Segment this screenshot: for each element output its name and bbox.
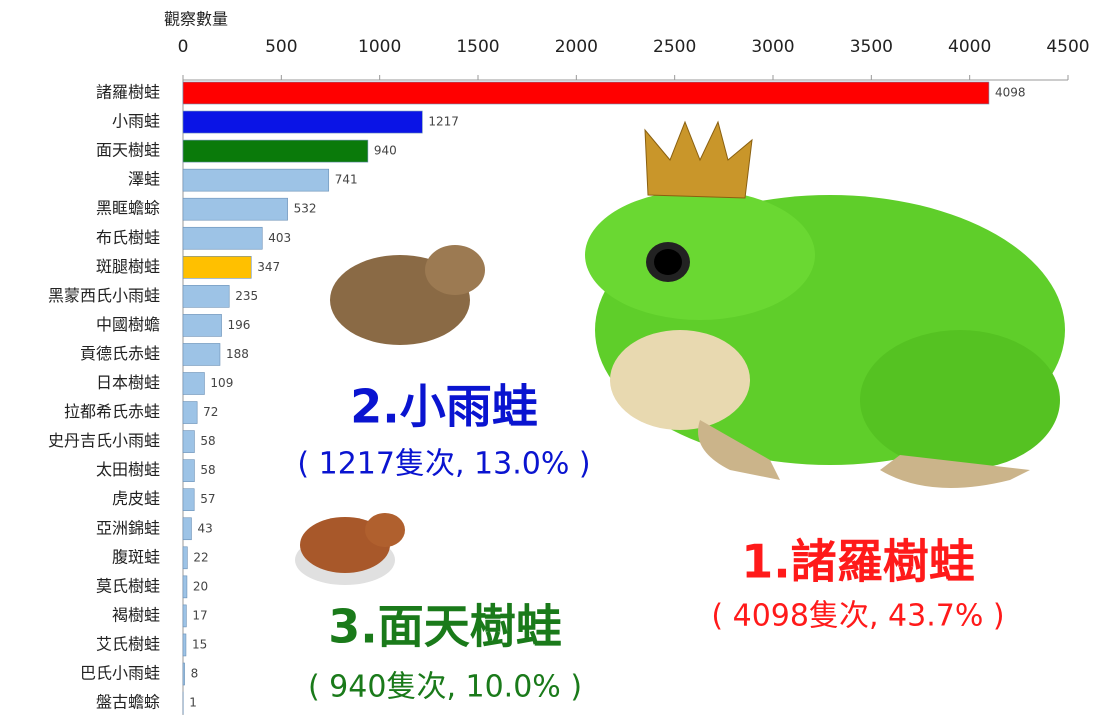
bar (182, 343, 221, 366)
value-label: 235 (235, 289, 258, 303)
bar (182, 604, 187, 628)
value-label: 15 (192, 637, 207, 651)
y-tick-label: 褐樹蛙 (112, 605, 160, 624)
bar (182, 81, 990, 105)
value-label: 4098 (995, 86, 1026, 100)
y-tick-label: 史丹吉氏小雨蛙 (48, 431, 160, 450)
bar (182, 662, 185, 686)
y-tick-label: 中國樹蟾 (96, 315, 160, 334)
small-frog-illustration (295, 245, 485, 585)
bar (182, 459, 195, 482)
value-label: 940 (374, 144, 397, 158)
x-tick-label: 3500 (850, 37, 893, 57)
y-tick-label: 黑眶蟾蜍 (96, 199, 160, 218)
value-label: 1217 (428, 115, 459, 129)
x-tick-label: 3000 (751, 37, 794, 57)
x-tick-label: 2000 (555, 37, 598, 57)
y-tick-label: 諸羅樹蛙 (96, 83, 160, 102)
y-tick-label: 黑蒙西氏小雨蛙 (48, 286, 160, 305)
y-tick-label: 日本樹蛙 (96, 373, 160, 392)
annotation: 2.小雨蛙 (350, 380, 537, 434)
x-tick-label: 1500 (456, 37, 499, 57)
y-tick-label: 小雨蛙 (112, 112, 160, 131)
bar (182, 314, 222, 337)
bar (182, 110, 423, 134)
value-label: 20 (193, 579, 208, 593)
y-tick-label: 拉都希氏赤蛙 (64, 402, 160, 421)
x-tick-label: 500 (265, 37, 297, 57)
bar (182, 546, 188, 570)
y-tick-label: 盤古蟾蜍 (96, 693, 160, 712)
bar (182, 255, 252, 279)
x-tick-label: 0 (178, 37, 189, 57)
annotation: ( 940隻次, 10.0% ) (308, 670, 582, 705)
bar (182, 430, 195, 453)
bar (182, 633, 187, 657)
value-label: 741 (335, 173, 358, 187)
y-tick-label: 斑腿樹蛙 (96, 257, 160, 276)
big-frog-illustration (585, 120, 1065, 488)
value-label: 109 (210, 376, 233, 390)
bar (182, 285, 230, 308)
value-label: 403 (268, 231, 291, 245)
value-label: 22 (193, 550, 208, 564)
y-tick-label: 貢德氏赤蛙 (80, 344, 160, 363)
value-label: 57 (200, 492, 215, 506)
bar (182, 575, 188, 599)
value-label: 532 (294, 202, 317, 216)
x-tick-label: 1000 (358, 37, 401, 57)
value-label: 1 (189, 696, 197, 710)
annotation: ( 1217隻次, 13.0% ) (297, 447, 590, 482)
y-tick-label: 艾氏樹蛙 (96, 634, 160, 653)
x-axis-label: 觀察數量 (164, 10, 228, 29)
bar (182, 488, 195, 512)
y-tick-label: 虎皮蛙 (112, 489, 160, 508)
annotation: 1.諸羅樹蛙 (741, 535, 974, 589)
y-tick-label: 腹斑蛙 (112, 547, 160, 566)
y-tick-label: 面天樹蛙 (96, 141, 160, 160)
value-label: 43 (197, 521, 212, 535)
y-tick-label: 莫氏樹蛙 (96, 576, 160, 595)
y-tick-label: 亞洲錦蛙 (96, 518, 160, 537)
annotation: 3.面天樹蛙 (328, 600, 561, 654)
bar (182, 197, 288, 221)
value-label: 17 (192, 608, 207, 622)
bar (182, 401, 198, 424)
value-label: 58 (200, 463, 215, 477)
bar (182, 372, 205, 395)
x-tick-label: 4500 (1046, 37, 1089, 57)
y-tick-label: 太田樹蛙 (96, 460, 160, 479)
x-tick-label: 4000 (948, 37, 991, 57)
value-label: 72 (203, 405, 218, 419)
value-label: 8 (191, 667, 199, 681)
bar (182, 139, 369, 163)
bar (182, 226, 263, 250)
bar (182, 517, 192, 541)
y-tick-label: 巴氏小雨蛙 (80, 664, 160, 683)
y-tick-label: 布氏樹蛙 (96, 228, 160, 247)
annotation: ( 4098隻次, 43.7% ) (711, 599, 1004, 634)
y-tick-label: 澤蛙 (128, 170, 160, 189)
value-label: 188 (226, 347, 249, 361)
x-tick-label: 2500 (653, 37, 696, 57)
value-label: 58 (200, 434, 215, 448)
value-label: 196 (228, 318, 251, 332)
value-label: 347 (257, 260, 280, 274)
bar (182, 168, 330, 192)
